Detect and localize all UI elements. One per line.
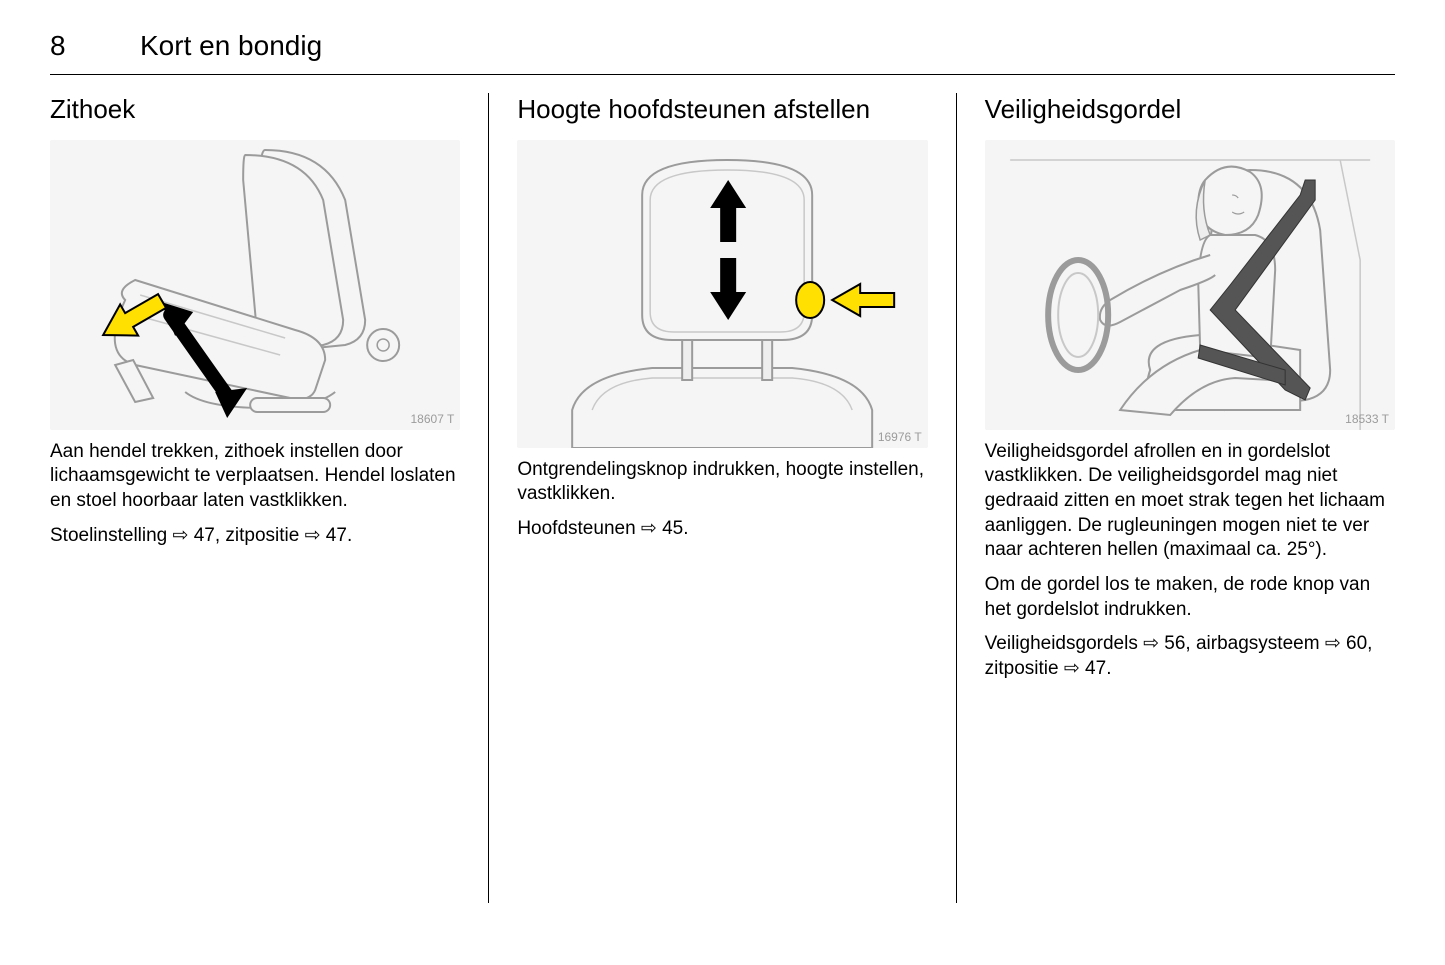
- paragraph: Stoelinstelling ⇨ 47, zitpositie ⇨ 47.: [50, 524, 460, 549]
- section-title: Veiligheidsgordel: [985, 93, 1395, 126]
- seat-tilt-icon: [50, 140, 460, 430]
- seatbelt-icon: [985, 140, 1395, 430]
- column-hoofdsteunen: Hoogte hoofdsteunen afstellen: [489, 93, 955, 903]
- column-gordel: Veiligheidsgordel: [957, 93, 1395, 903]
- illustration-code: 16976 T: [878, 430, 922, 444]
- header-rule: [50, 74, 1395, 75]
- paragraph: Hoofdsteunen ⇨ 45.: [517, 517, 927, 542]
- headrest-icon: [517, 140, 927, 448]
- illustration-code: 18607 T: [411, 412, 455, 426]
- paragraph: Veiligheidsgordels ⇨ 56, airbagsysteem ⇨…: [985, 632, 1395, 681]
- illustration-seat-tilt: 18607 T: [50, 140, 460, 430]
- section-title: Zithoek: [50, 93, 460, 126]
- illustration-headrest: 16976 T: [517, 140, 927, 448]
- page-number: 8: [50, 30, 140, 62]
- column-zithoek: Zithoek: [50, 93, 488, 903]
- chapter-title: Kort en bondig: [140, 30, 322, 62]
- paragraph: Aan hendel trekken, zithoek instellen do…: [50, 440, 460, 514]
- page-header: 8 Kort en bondig: [50, 30, 1395, 62]
- illustration-code: 18533 T: [1345, 412, 1389, 426]
- manual-page: 8 Kort en bondig Zithoek: [0, 0, 1445, 965]
- paragraph: Veiligheidsgordel afrollen en in gordels…: [985, 440, 1395, 563]
- paragraph: Ontgrendelingsknop indrukken, hoogte ins…: [517, 458, 927, 507]
- paragraph: Om de gordel los te maken, de rode knop …: [985, 573, 1395, 622]
- content-columns: Zithoek: [50, 93, 1395, 903]
- section-title: Hoogte hoofdsteunen afstellen: [517, 93, 927, 126]
- illustration-seatbelt: 18533 T: [985, 140, 1395, 430]
